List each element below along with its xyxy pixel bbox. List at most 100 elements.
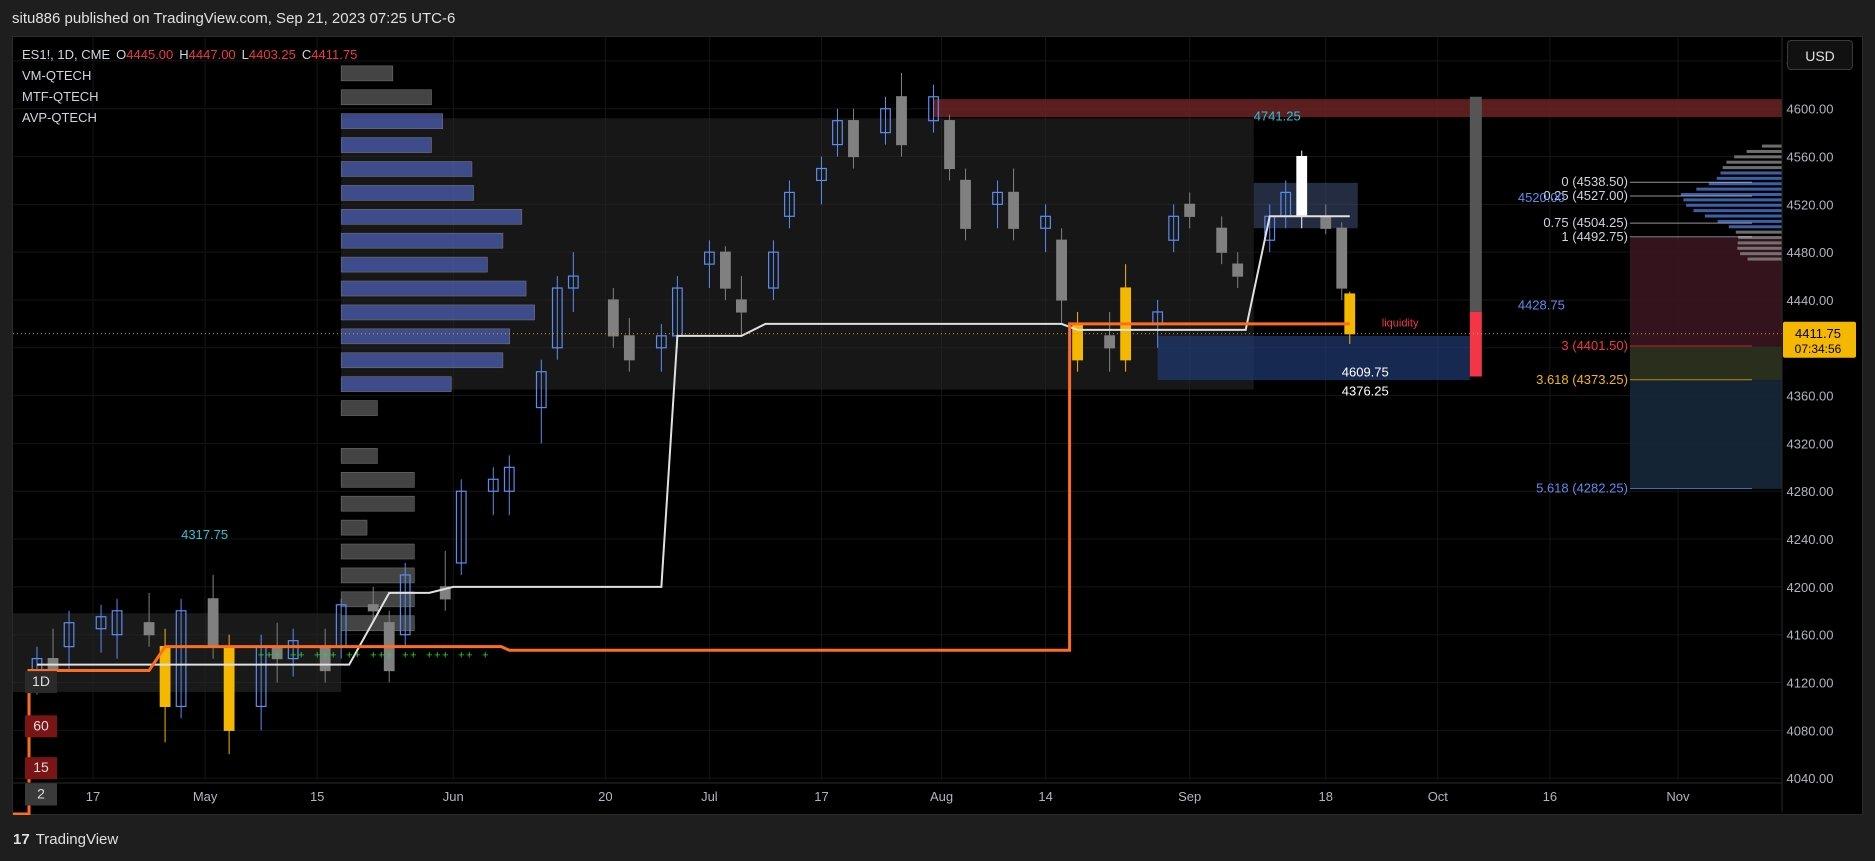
demand-zone [1157,335,1470,381]
publish-header: situ886 published on TradingView.com, Se… [0,0,1875,36]
candle-body [439,586,451,600]
x-tick-label: May [193,789,218,804]
volume-profile-bar [340,161,473,177]
fib-label: 0.25 (4527.00) [1543,188,1628,203]
green-cross: + [274,650,280,662]
fib-label: 3 (4401.50) [1561,338,1628,353]
volume-profile-bar [340,256,488,273]
indicator-vm[interactable]: VM-QTECH [22,68,92,83]
profile-bar [1735,230,1782,234]
value-area-box [341,118,1254,390]
candle-body [223,646,235,731]
volume-profile-bar [340,304,535,321]
liquidity-bar-grey [1469,96,1482,312]
fib-label: 0 (4538.50) [1561,174,1628,189]
currency-button[interactable]: USD [1787,40,1853,70]
indicator-mtf[interactable]: MTF-QTECH [22,89,99,104]
x-tick-label: 14 [1038,789,1052,804]
y-tick-label: 4040.00 [1787,771,1834,786]
candle-body [159,646,171,708]
candle-body [816,167,827,182]
close-value: 4411.75 [311,47,358,62]
value-area-box-left [13,613,342,693]
candle-body [1320,215,1332,229]
candle-body [175,610,187,708]
volume-profile [340,65,535,632]
footer: 17 TradingView [0,815,1875,861]
y-tick-label: 4560.00 [1787,150,1834,165]
candle-body [928,96,939,122]
low-label: L [241,47,249,62]
candle-body [455,490,467,564]
x-tick-label: 17 [814,789,828,804]
candle-body [535,371,547,409]
profile-bar [1734,155,1782,159]
open-label: O [116,47,127,62]
volume-profile-bar [340,615,415,632]
volume-profile-bar [340,448,378,464]
candle-body [832,120,843,146]
candle-body [719,251,731,289]
candle-body [607,299,619,337]
candle-body [63,622,75,648]
candle-body [1216,227,1228,253]
indicator-avp[interactable]: AVP-QTECH [22,110,97,125]
orange-trend-line [13,322,1350,816]
green-cross: + [402,650,408,662]
profile-bar [1704,214,1782,218]
y-tick-label: 4120.00 [1787,676,1834,691]
green-cross: + [354,650,360,662]
green-cross: + [258,650,264,662]
volume-profile-bar [340,376,452,392]
candle-body [367,604,379,612]
candle-body [896,96,907,146]
fib-label: 1 (4492.75) [1561,229,1628,244]
high-value: 4447.00 [188,47,236,62]
volume-profile-bar [340,352,504,369]
y-tick-label: 4320.00 [1787,436,1834,451]
vp-label: 15 [33,759,49,775]
candle-body [703,251,715,265]
vp-label: 2 [37,785,45,801]
candles [31,72,1356,755]
profile-bar [1693,209,1782,213]
candle-body [944,120,955,170]
green-cross: + [322,650,328,662]
candle-body [399,574,411,636]
x-tick-label: Jul [701,789,718,804]
volume-profile-bar [340,495,415,512]
x-tick-label: Oct [1428,789,1449,804]
green-cross: + [466,650,472,662]
profile-bar [1746,149,1782,153]
y-tick-label: 4160.00 [1787,628,1834,643]
volume-profile-bar [340,567,415,584]
candle-body [551,287,563,349]
y-tick-label: 4440.00 [1787,293,1834,308]
x-tick-label: 20 [598,789,612,804]
tradingview-logo[interactable]: 17 TradingView [13,831,118,848]
candle-body [1040,215,1051,229]
candle-body [768,251,779,289]
volume-profile-right [1680,144,1782,261]
white-trend-line [37,215,1350,666]
y-tick-label: 4240.00 [1787,532,1834,547]
x-tick-label: Jun [443,789,464,804]
high-label: H [179,47,189,62]
profile-bar [1740,252,1782,256]
fib-levels: 0 (4538.50)0.25 (4527.00) 0.75 (4504.25)1… [1536,174,1752,496]
annotation-label: 4376.25 [1342,384,1389,399]
profile-bar [1683,198,1782,202]
x-tick-label: 15 [310,789,324,804]
candle-body [1168,215,1180,241]
vp-label: 60 [33,717,49,733]
y-axis: 4040.00 4080.00 4120.00 4160.00 4200.00 4240.… [1781,37,1856,812]
profile-bar [1747,257,1782,261]
fib-zone-red [1629,237,1782,347]
x-tick-label: Sep [1178,789,1201,804]
candle-body [784,191,795,217]
candle-body [567,275,579,289]
candle-body [880,108,891,134]
fib-label: 3.618 (4373.25) [1536,372,1628,387]
symbol-label[interactable]: ES1!, 1D, CME [22,47,111,62]
